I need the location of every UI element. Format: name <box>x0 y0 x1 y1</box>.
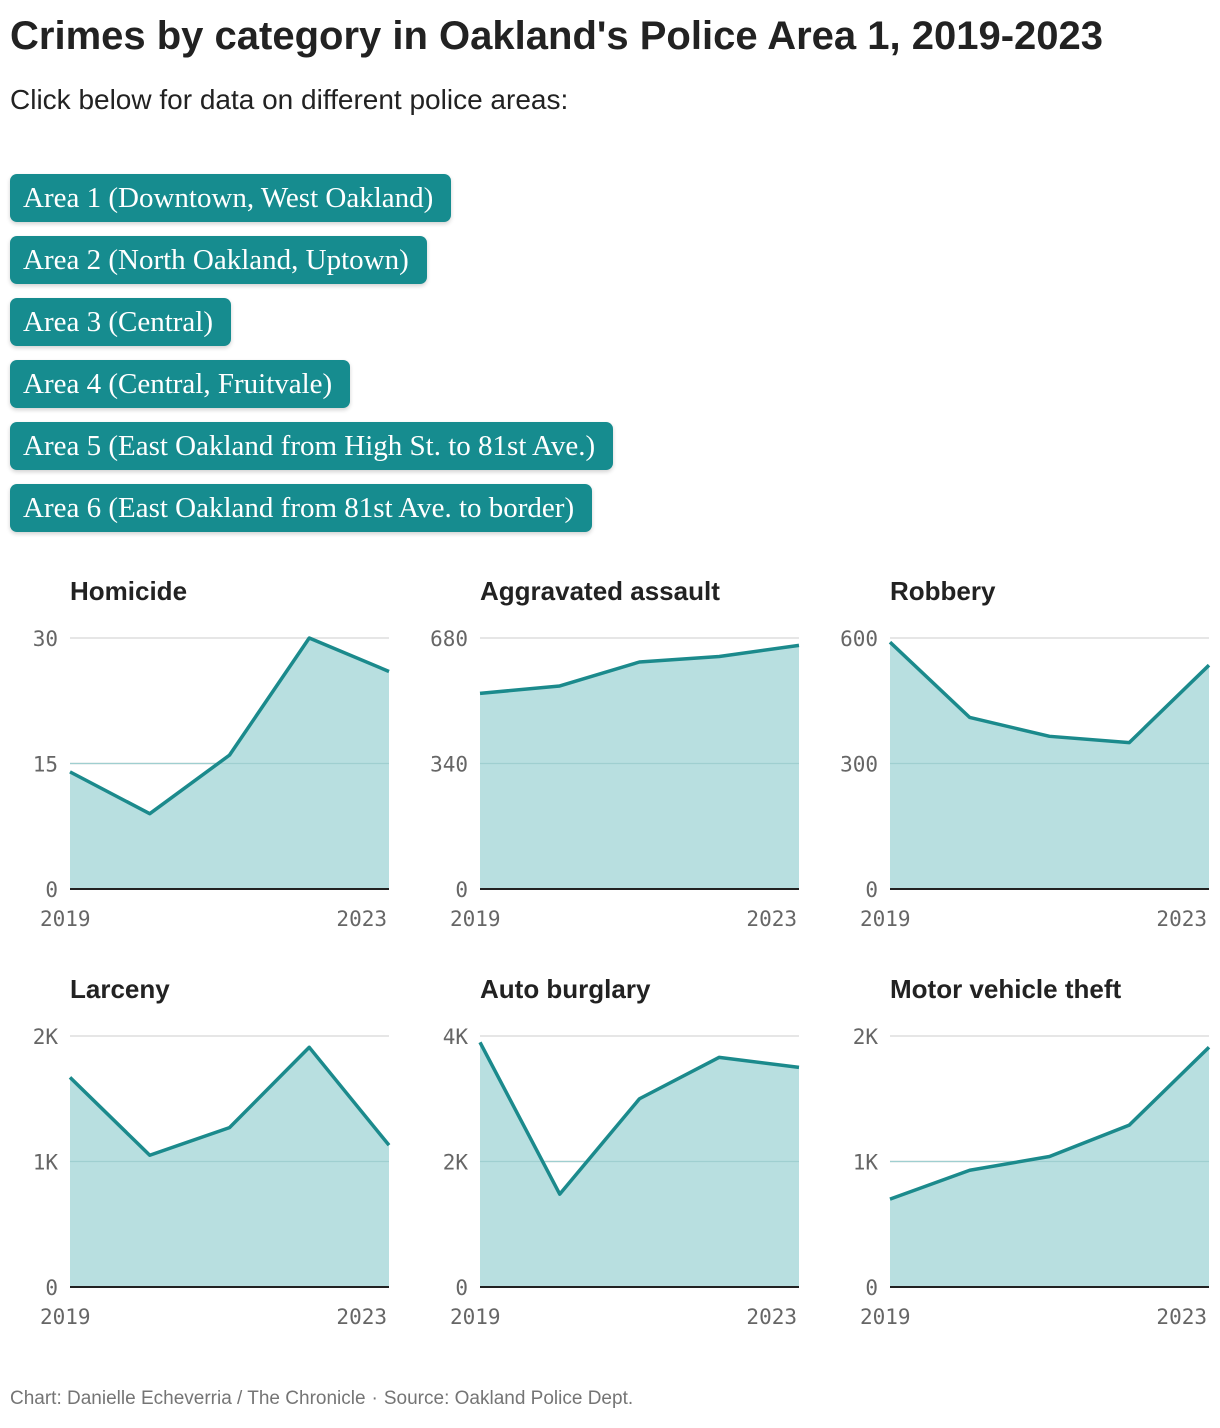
y-tick-label: 30 <box>33 627 58 651</box>
aggravated-assault-chart: 0 340 680 2019 2023 <box>430 627 800 931</box>
x-tick-label: 2019 <box>40 1305 91 1329</box>
auto-burglary-chart: 0 2K 4K 2019 2023 <box>443 1025 800 1329</box>
area-6-button[interactable]: Area 6 (East Oakland from 81st Ave. to b… <box>10 484 593 532</box>
x-tick-label: 2019 <box>860 907 911 931</box>
auto-burglary-chart-title: Auto burglary <box>480 974 651 1004</box>
y-tick-label: 2K <box>33 1025 59 1049</box>
x-tick-label: 2023 <box>1156 1305 1207 1329</box>
y-tick-label: 0 <box>455 878 468 902</box>
area-5-button[interactable]: Area 5 (East Oakland from High St. to 81… <box>10 422 614 470</box>
series-line <box>888 640 1211 745</box>
x-tick-label: 2019 <box>450 907 501 931</box>
page-subtitle: Click below for data on different police… <box>10 84 569 115</box>
y-tick-label: 680 <box>430 627 468 651</box>
area-fill <box>480 645 799 889</box>
y-tick-label: 300 <box>840 753 878 777</box>
y-tick-label: 1K <box>853 1151 879 1175</box>
series-line <box>479 643 800 696</box>
page-title: Crimes by category in Oakland's Police A… <box>10 14 1104 58</box>
separator-dot: · <box>371 1388 378 1409</box>
x-tick-label: 2019 <box>860 1305 911 1329</box>
homicide-chart: 0 15 30 2019 2023 <box>33 627 390 931</box>
y-tick-label: 1K <box>33 1151 59 1175</box>
y-tick-label: 15 <box>33 753 58 777</box>
y-tick-label: 600 <box>840 627 878 651</box>
series-line <box>68 1045 391 1157</box>
credit-text: Chart: Danielle Echeverria / The Chronic… <box>10 1388 366 1409</box>
larceny-chart-title: Larceny <box>70 974 170 1004</box>
x-tick-label: 2023 <box>336 907 387 931</box>
area-fill <box>890 642 1209 889</box>
y-tick-label: 0 <box>455 1276 468 1300</box>
homicide-chart-title: Homicide <box>70 576 188 606</box>
motor-vehicle-theft-chart: 0 1K 2K 2019 2023 <box>853 1025 1211 1329</box>
y-tick-label: 0 <box>45 1276 58 1300</box>
area-3-button[interactable]: Area 3 (Central) <box>10 298 232 346</box>
series-line <box>69 636 390 816</box>
area-1-button[interactable]: Area 1 (Downtown, West Oakland) <box>10 174 452 222</box>
area-fill <box>70 1047 389 1287</box>
x-tick-label: 2019 <box>450 1305 501 1329</box>
area-fill <box>890 1047 1209 1287</box>
series-line <box>889 1046 1211 1201</box>
y-tick-label: 0 <box>45 878 58 902</box>
area-4-button[interactable]: Area 4 (Central, Fruitvale) <box>10 360 351 408</box>
larceny-chart: 0 1K 2K 2019 2023 <box>33 1025 391 1329</box>
y-tick-label: 4K <box>443 1025 469 1049</box>
y-tick-label: 2K <box>443 1151 469 1175</box>
x-tick-label: 2023 <box>746 907 797 931</box>
series-line <box>478 1041 800 1196</box>
y-tick-label: 0 <box>865 1276 878 1300</box>
area-2-button[interactable]: Area 2 (North Oakland, Uptown) <box>10 236 427 284</box>
y-tick-label: 2K <box>853 1025 879 1049</box>
x-tick-label: 2023 <box>1156 907 1207 931</box>
y-tick-label: 340 <box>430 753 468 777</box>
source-text: Source: Oakland Police Dept. <box>383 1388 634 1409</box>
y-tick-label: 0 <box>865 878 878 902</box>
chart-footer: Chart: Danielle Echeverria / The Chronic… <box>10 1388 633 1410</box>
x-tick-label: 2019 <box>40 907 91 931</box>
area-fill <box>480 1042 799 1287</box>
x-tick-label: 2023 <box>746 1305 797 1329</box>
aggravated-assault-chart-title: Aggravated assault <box>480 576 720 606</box>
x-tick-label: 2023 <box>336 1305 387 1329</box>
area-button-group: Area 1 (Downtown, West Oakland) Area 2 (… <box>10 174 614 546</box>
robbery-chart: 0 300 600 2019 2023 <box>840 627 1211 931</box>
robbery-chart-title: Robbery <box>890 576 996 606</box>
motor-vehicle-theft-chart-title: Motor vehicle theft <box>890 974 1122 1004</box>
